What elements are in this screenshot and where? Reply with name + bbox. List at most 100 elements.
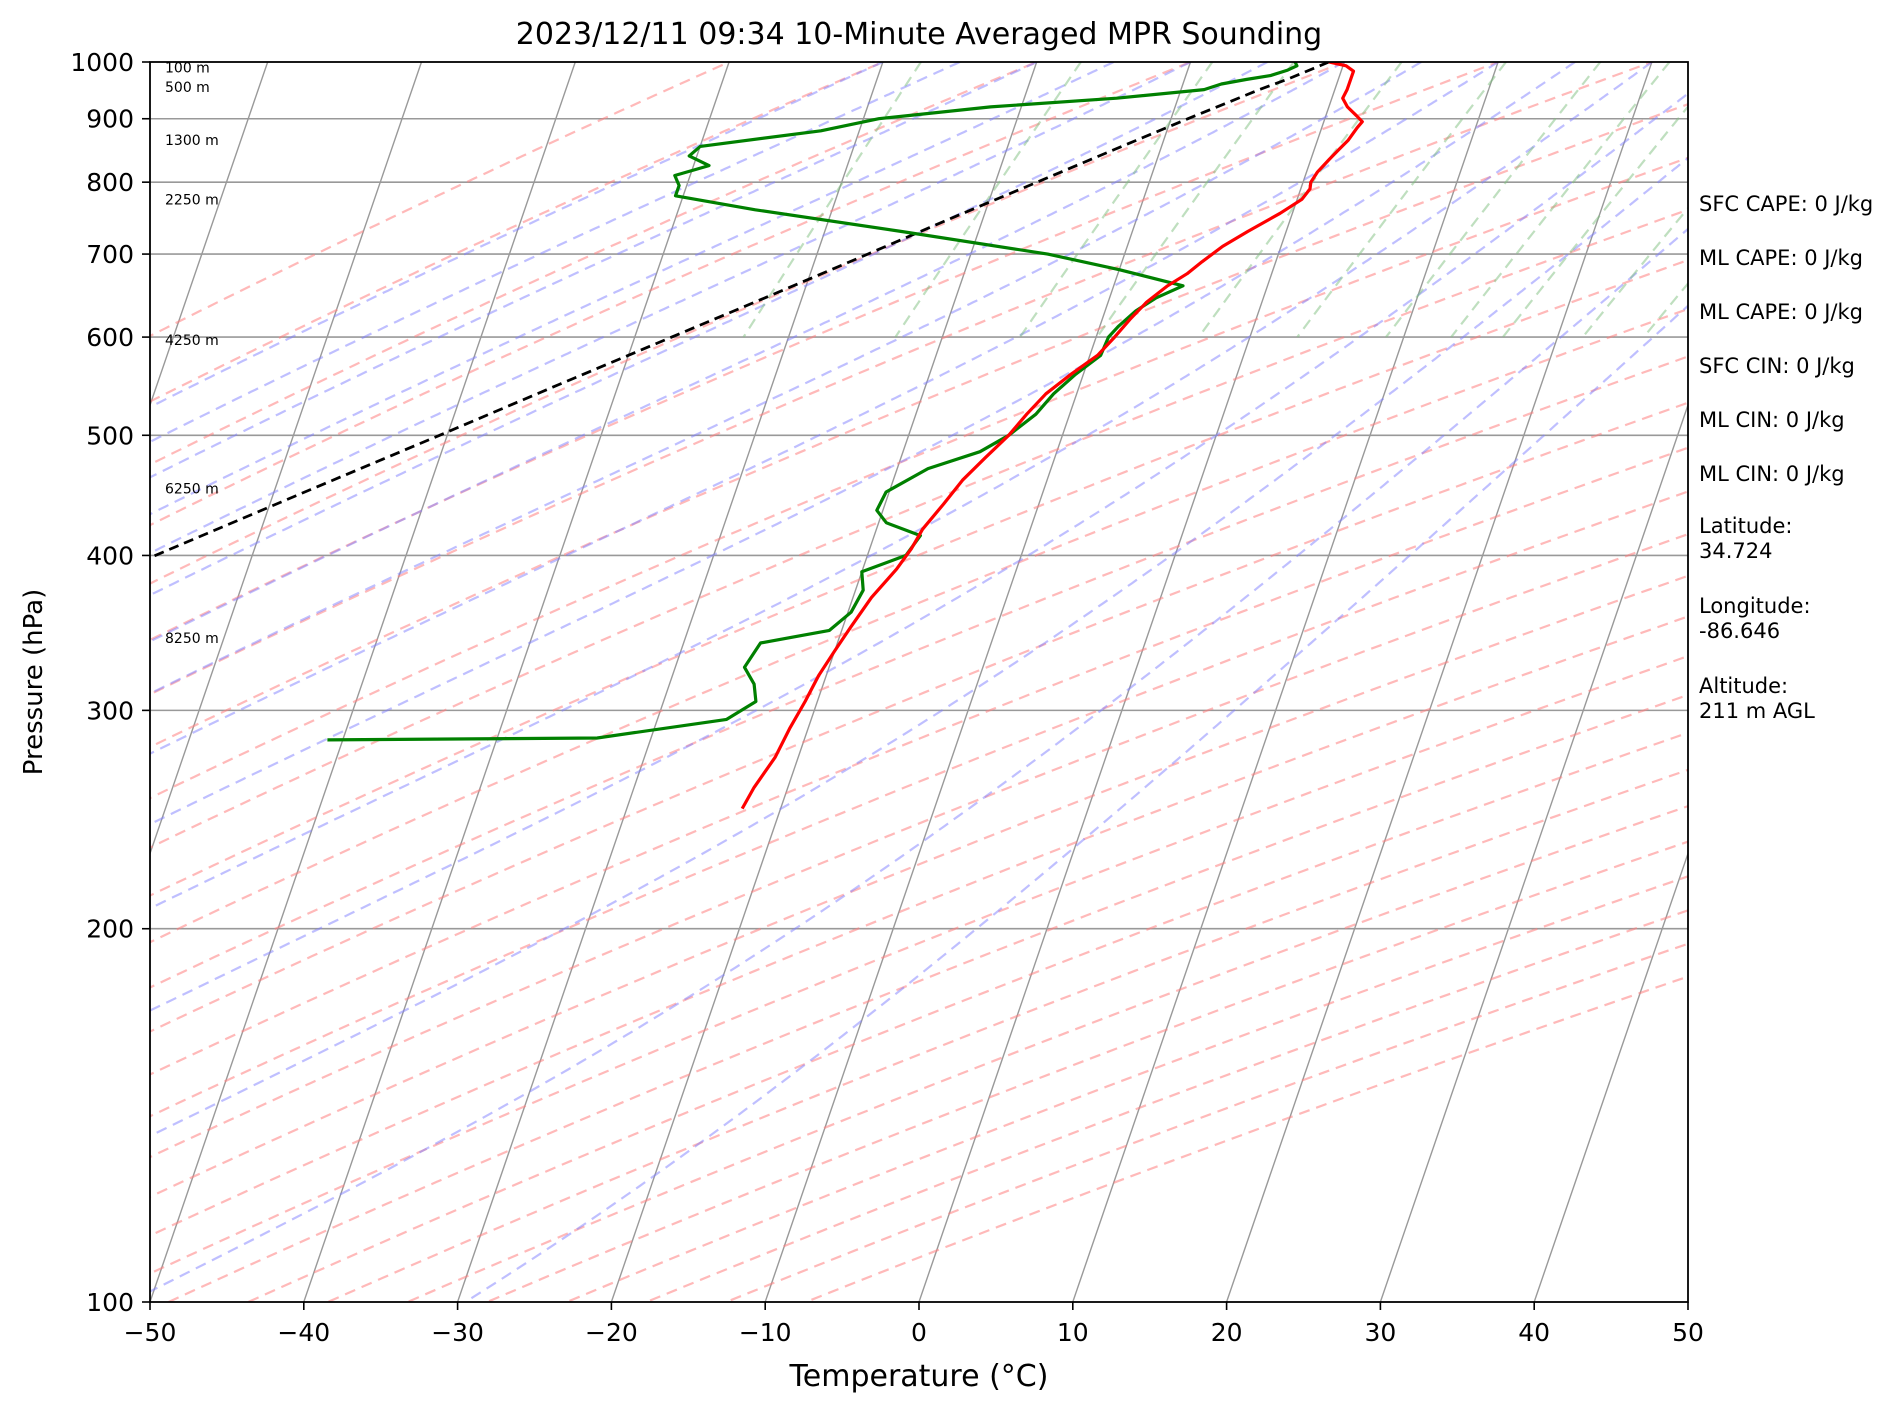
stat-text: SFC CIN: 0 J/kg: [1699, 354, 1855, 378]
sounding-stats-panel: SFC CAPE: 0 J/kg ML CAPE: 0 J/kg ML CAPE: …: [1699, 192, 1873, 723]
y-tick-label: 100: [86, 1288, 134, 1317]
height-label: 1300 m: [165, 133, 219, 149]
data-lines: [150, 62, 1364, 810]
dry-adiabat: [150, 62, 1194, 527]
temperature-line: [740, 62, 1364, 810]
parcel-path-line: [150, 62, 1330, 560]
dry-adiabat: [150, 103, 1688, 749]
mixing-ratio-line: [1502, 104, 1688, 338]
x-tick-label: −50: [124, 1318, 177, 1347]
y-tick-label: 1000: [70, 48, 134, 77]
height-label: 2250 m: [165, 192, 219, 208]
x-tick-label: 20: [1211, 1318, 1243, 1347]
isotherm-line: [764, 62, 1192, 1302]
y-tick-label: 700: [86, 240, 134, 269]
y-axis-label: Pressure (hPa): [19, 589, 49, 776]
axes: 100 m 500 m 1300 m 2250 m 4250 m 6250 m 8250 m…: [70, 48, 1704, 1347]
moist-adiabat: [150, 62, 1653, 910]
moist-adiabat: [150, 62, 1038, 479]
dry-adiabat: [245, 731, 1688, 1302]
y-tick-label: 200: [86, 915, 134, 944]
location-label: Latitude:: [1699, 514, 1793, 538]
moist-adiabat: [150, 92, 1688, 1012]
dry-adiabat: [150, 490, 1688, 1118]
dry-adiabat: [150, 62, 1502, 642]
isotherm-line: [1379, 402, 1688, 1302]
dry-adiabat: [150, 446, 1688, 1076]
x-tick-label: 40: [1518, 1318, 1550, 1347]
location-value: 211 m AGL: [1699, 699, 1815, 723]
moist-adiabat: [150, 62, 1576, 826]
moist-adiabat: [150, 62, 1191, 555]
dry-adiabat: [150, 258, 1688, 897]
y-tick-label: 400: [86, 541, 134, 570]
dry-adiabat: [150, 62, 1348, 585]
mixing-ratio-line: [742, 62, 922, 338]
stat-text: ML CAPE: 0 J/kg: [1699, 246, 1863, 270]
height-label: 6250 m: [165, 481, 219, 497]
dewpoint-line: [327, 62, 1299, 742]
x-tick-label: 30: [1364, 1318, 1396, 1347]
dry-adiabat: [325, 768, 1688, 1302]
dry-adiabat: [150, 615, 1688, 1237]
isotherm-line: [150, 62, 269, 408]
height-label: 100 m: [165, 60, 210, 76]
x-tick-label: 0: [911, 1318, 927, 1347]
y-tick-label: 600: [86, 323, 134, 352]
y-tick-label: 500: [86, 421, 134, 450]
chart-title: 2023/12/11 09:34 10-Minute Averaged MPR …: [516, 17, 1322, 52]
moist-adiabat: [150, 62, 1345, 643]
location-label: Altitude:: [1699, 674, 1788, 698]
dry-adiabat: [150, 62, 732, 338]
stat-text: ML CAPE: 0 J/kg: [1699, 300, 1863, 324]
dry-adiabat: [150, 208, 1688, 849]
dry-adiabat: [150, 533, 1688, 1159]
x-tick-label: −40: [277, 1318, 330, 1347]
isotherm-line: [1533, 851, 1688, 1302]
moist-adiabat: [464, 304, 1688, 1302]
stat-text: ML CIN: 0 J/kg: [1699, 408, 1845, 432]
mixing-ratio-line: [1018, 62, 1214, 338]
location-value: -86.646: [1699, 619, 1780, 643]
dry-adiabat: [150, 156, 1688, 800]
dry-adiabat: [165, 693, 1688, 1302]
location-label: Longitude:: [1699, 594, 1811, 618]
dry-adiabat: [150, 574, 1688, 1199]
dry-adiabat: [150, 355, 1688, 989]
isotherm-line: [150, 62, 423, 856]
moist-adiabat: [150, 62, 1499, 755]
isotherm-line: [456, 62, 884, 1302]
height-label: 8250 m: [165, 631, 219, 647]
isotherm-line: [150, 62, 577, 1302]
dry-adiabat: [484, 840, 1688, 1302]
moist-adiabat: [150, 227, 1688, 1293]
dry-adiabat: [643, 909, 1688, 1302]
x-tick-label: 10: [1057, 1318, 1089, 1347]
x-tick-label: −30: [431, 1318, 484, 1347]
y-tick-label: 800: [86, 168, 134, 197]
moist-adiabat: [150, 62, 1115, 516]
y-tick-label: 900: [86, 105, 134, 134]
background-lines: [150, 36, 1893, 1330]
isotherm-line: [1225, 62, 1653, 1302]
mixing-ratio-line: [1385, 62, 1602, 338]
mixing-ratio-line: [1296, 62, 1507, 338]
mixing-ratio-line: [1096, 62, 1295, 338]
mixing-ratio-line: [1450, 62, 1671, 338]
isotherm-line: [1832, 36, 1893, 1330]
stat-text: ML CIN: 0 J/kg: [1699, 462, 1845, 486]
height-label: 4250 m: [165, 333, 219, 349]
dry-adiabat: [150, 62, 1656, 696]
isotherm-line: [610, 62, 1038, 1302]
stat-text: SFC CAPE: 0 J/kg: [1699, 192, 1873, 216]
moist-adiabat: [150, 62, 884, 409]
isotherm-line: [303, 62, 730, 1302]
x-tick-label: 50: [1672, 1318, 1704, 1347]
dry-adiabat: [150, 62, 886, 403]
location-value: 34.724: [1699, 539, 1772, 563]
plot-frame: [149, 61, 1689, 1303]
x-axis-label: Temperature (°C): [789, 1359, 1049, 1394]
x-tick-label: −20: [585, 1318, 638, 1347]
moist-adiabat: [150, 62, 961, 444]
